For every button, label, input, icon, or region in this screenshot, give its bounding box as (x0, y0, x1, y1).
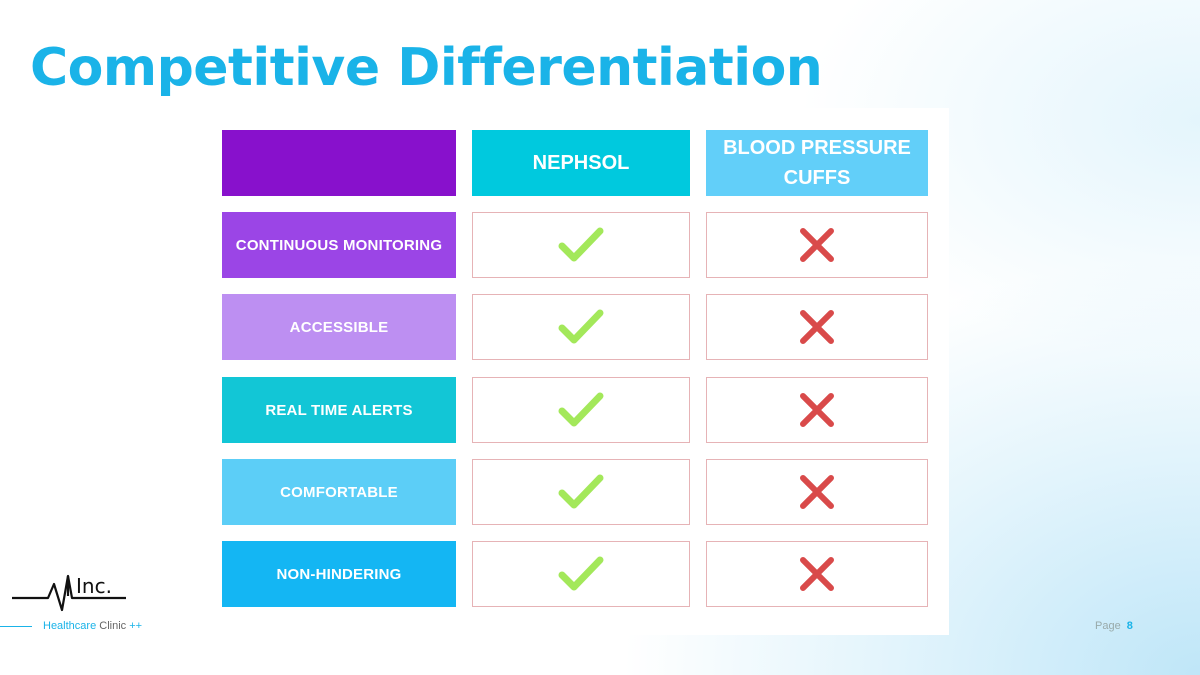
cuffs-cross-cell (706, 459, 928, 525)
row-label-non-hindering: NON-HINDERING (222, 541, 456, 607)
corner-header-cell (222, 130, 456, 196)
page-indicator: Page 8 (1095, 620, 1133, 632)
cross-icon (800, 393, 834, 427)
cuffs-cross-cell (706, 377, 928, 443)
check-icon (558, 227, 604, 262)
cross-icon (800, 475, 834, 509)
cross-icon (800, 557, 834, 591)
cuffs-cross-cell (706, 294, 928, 360)
nephsol-check-cell (472, 377, 690, 443)
footer-brand: Healthcare Clinic ++ (43, 620, 142, 632)
footer-divider (0, 626, 32, 627)
nephsol-check-cell (472, 541, 690, 607)
check-icon (558, 556, 604, 591)
check-icon (558, 309, 604, 344)
row-label-comfortable: COMFORTABLE (222, 459, 456, 525)
footer-brand-clinic: Clinic (99, 620, 127, 632)
footer-brand-healthcare: Healthcare (43, 620, 97, 632)
row-label-accessible: ACCESSIBLE (222, 294, 456, 360)
company-logo: Inc. (10, 566, 130, 625)
cuffs-cross-cell (706, 541, 928, 607)
cuffs-cross-cell (706, 212, 928, 278)
nephsol-check-cell (472, 294, 690, 360)
logo-text: Inc. (76, 574, 112, 598)
row-label-continuous-monitoring: CONTINUOUS MONITORING (222, 212, 456, 278)
slide-title: Competitive Differentiation (30, 38, 823, 98)
row-label-real-time-alerts: REAL TIME ALERTS (222, 377, 456, 443)
check-icon (558, 474, 604, 509)
check-icon (558, 392, 604, 427)
nephsol-check-cell (472, 459, 690, 525)
column-header-blood-pressure-cuffs: BLOOD PRESSURE CUFFS (706, 130, 928, 196)
page-label: Page (1095, 620, 1121, 632)
cross-icon (800, 228, 834, 262)
cross-icon (800, 310, 834, 344)
column-header-nephsol: NEPHSOL (472, 130, 690, 196)
footer-brand-plus: ++ (129, 620, 143, 632)
nephsol-check-cell (472, 212, 690, 278)
page-number: 8 (1126, 620, 1133, 632)
comparison-table: NEPHSOL BLOOD PRESSURE CUFFS CONTINUOUS … (196, 108, 949, 635)
